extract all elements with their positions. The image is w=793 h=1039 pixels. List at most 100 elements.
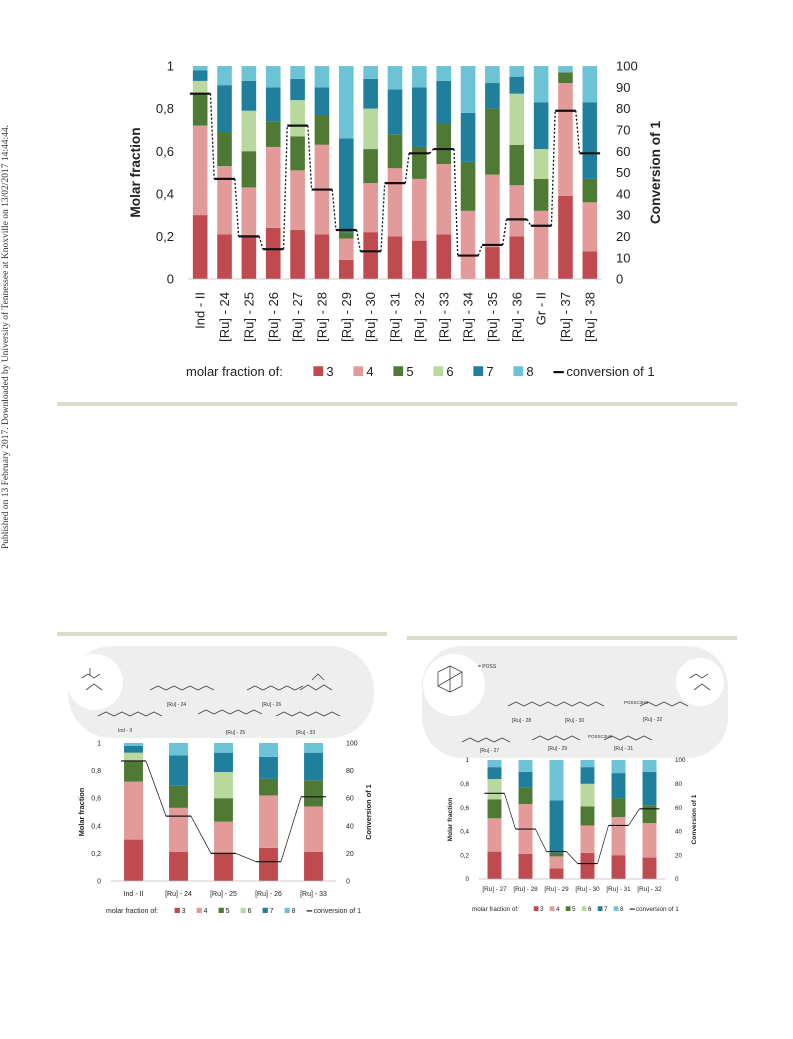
bar-segment-7 [290, 78, 305, 101]
bar-segment-5 [412, 146, 427, 179]
bar-segment-8 [533, 66, 549, 103]
bar-segment-8 [338, 66, 354, 139]
bar-segment-5 [241, 151, 257, 188]
conversion-connector [575, 110, 581, 154]
bar-segment-3 [241, 236, 257, 279]
bar-segment-7 [259, 756, 278, 779]
conversion-connector [282, 125, 288, 250]
conversion-connector [190, 815, 212, 854]
bar-segment-3 [363, 232, 378, 279]
bar-segment-7 [265, 87, 281, 122]
bar-segment-5 [265, 121, 281, 147]
structure-label: [Ru] - 27 [480, 748, 499, 754]
bar-segment-5 [192, 93, 208, 126]
bar-segment-5 [549, 852, 564, 857]
structure-label: [Ru] - 33 [296, 730, 315, 736]
bar-segment-8 [124, 743, 143, 746]
bar-segment-4 [169, 807, 188, 853]
bar-segment-8 [290, 66, 305, 79]
bar-segment-7 [387, 89, 403, 135]
bar-segment-6 [124, 752, 143, 761]
y-axis-label: Molar fraction [77, 787, 86, 836]
x-tick-label: [Ru] - 24 [165, 891, 192, 898]
y-axis-label: Molar fraction [128, 127, 143, 217]
bar-segment-3 [387, 236, 403, 279]
y-tick-label: 0 [465, 876, 469, 883]
legend-label-4: 4 [366, 364, 373, 379]
bar-segment-7 [192, 70, 208, 81]
x-tick-label: [Ru] - 26 [255, 891, 282, 898]
legend-swatch-8 [613, 906, 619, 911]
x-tick-label: Ind - II [193, 292, 208, 329]
legend-label-5: 5 [572, 906, 576, 913]
structure-label: [Ru] - 32 [643, 717, 662, 723]
x-tick-label: [Ru] - 30 [363, 292, 378, 342]
bar-segment-5 [580, 806, 595, 826]
y-tick-label: 0,6 [156, 144, 174, 159]
bar-segment-4 [217, 166, 232, 235]
bar-segment-8 [549, 760, 564, 801]
molecule-sketches-left [81, 668, 341, 717]
conversion-connector [628, 808, 640, 826]
bar-segment-4 [387, 168, 403, 237]
bar-segment-5 [611, 798, 626, 818]
bar-segment-5 [124, 760, 143, 782]
bar-segment-5 [558, 72, 573, 84]
y2-tick-label: 100 [346, 740, 358, 747]
bar-segment-6 [290, 100, 305, 137]
main-chart: 00,20,40,60,810102030405060708090100Mola… [128, 59, 663, 379]
bar-segment-8 [558, 66, 573, 73]
bar-segment-5 [169, 785, 188, 808]
y2-axis-label: Conversion of 1 [648, 121, 663, 224]
legend-swatch-5 [393, 366, 404, 376]
structure-label: Ind - II [118, 728, 132, 734]
bar-segment-7 [518, 771, 533, 788]
x-tick-label: [Ru] - 38 [582, 292, 597, 342]
bar-segment-5 [487, 799, 502, 819]
y2-tick-label: 30 [616, 208, 630, 223]
bar-segment-7 [241, 80, 257, 111]
legend-label-7: 7 [486, 364, 493, 379]
divider-left [57, 632, 387, 636]
x-tick-label: [Ru] - 25 [241, 292, 256, 342]
conversion-connector [209, 93, 215, 179]
legend-swatch-8 [513, 366, 524, 376]
poss-label: = POSS [478, 664, 497, 670]
bar-segment-7 [214, 752, 233, 772]
bar-segment-4 [436, 163, 452, 235]
bar-segment-3 [485, 247, 500, 279]
x-tick-label: [Ru] - 34 [461, 292, 476, 342]
y2-tick-label: 50 [616, 165, 630, 180]
y2-axis-label: Conversion of 1 [691, 794, 698, 844]
left-chart: 0 0,2 0,4 0,6 0,8 1 0 20 40 60 80 100 Molar fraction… [77, 740, 373, 915]
y2-tick-label: 0 [616, 272, 623, 287]
bar-segment-7 [549, 800, 564, 853]
bar-segment-4 [363, 183, 378, 233]
x-tick-label: [Ru] - 29 [544, 886, 569, 893]
legend-label-5: 5 [226, 908, 230, 915]
y-tick-label: 0,4 [156, 186, 174, 201]
bar-segment-3 [611, 855, 626, 879]
legend-label-8: 8 [620, 906, 624, 913]
x-tick-label: [Ru] - 25 [210, 891, 237, 898]
y-tick-label: 0 [167, 272, 174, 287]
y-tick-label: 0,6 [460, 805, 469, 812]
bar-segment-8 [436, 66, 452, 81]
bar-segment-4 [265, 146, 281, 228]
y2-tick-label: 60 [346, 796, 354, 803]
x-tick-label: [Ru] - 33 [300, 891, 327, 898]
legend-label-3: 3 [540, 906, 544, 913]
bar-segment-3 [338, 259, 354, 279]
bar-segment-4 [192, 125, 208, 216]
x-tick-label: [Ru] - 26 [266, 292, 281, 342]
bar-segment-3 [436, 234, 452, 279]
legend-prefix: molar fraction of: [106, 908, 158, 915]
bar-segment-8 [387, 66, 403, 90]
legend-label-5: 5 [406, 364, 413, 379]
y-tick-label: 0,2 [156, 229, 174, 244]
catalyst-circle-right [676, 658, 724, 706]
y-tick-label: 1 [167, 59, 174, 74]
bar-segment-3 [582, 251, 598, 279]
legend-swatch-8 [284, 907, 290, 913]
